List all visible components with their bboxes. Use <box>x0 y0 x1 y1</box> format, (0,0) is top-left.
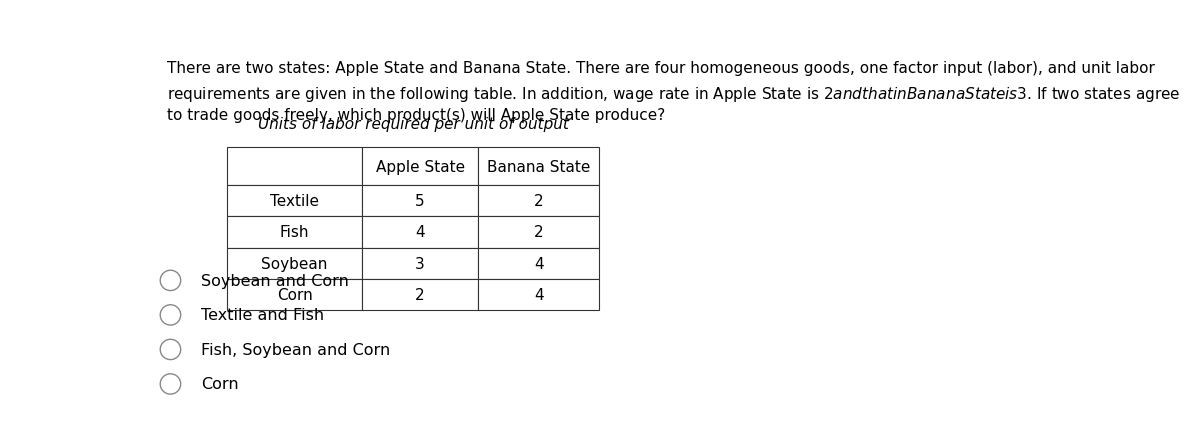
Bar <box>362 279 479 310</box>
Text: 2: 2 <box>415 287 425 302</box>
Bar <box>479 186 599 217</box>
Bar <box>362 217 479 248</box>
Bar <box>227 248 362 279</box>
Bar <box>227 186 362 217</box>
Bar <box>362 186 479 217</box>
Text: requirements are given in the following table. In addition, wage rate in Apple S: requirements are given in the following … <box>167 85 1180 104</box>
Text: Fish: Fish <box>280 225 310 240</box>
Text: There are two states: Apple State and Banana State. There are four homogeneous g: There are two states: Apple State and Ba… <box>167 61 1154 76</box>
Text: Corn: Corn <box>202 377 239 391</box>
Bar <box>227 148 362 186</box>
Text: to trade goods freely, which product(s) will Apple State produce?: to trade goods freely, which product(s) … <box>167 108 665 123</box>
Text: Apple State: Apple State <box>376 159 464 174</box>
Text: Banana State: Banana State <box>487 159 590 174</box>
Text: Fish, Soybean and Corn: Fish, Soybean and Corn <box>202 342 390 357</box>
Text: 4: 4 <box>534 256 544 271</box>
Bar <box>227 217 362 248</box>
Text: 2: 2 <box>534 225 544 240</box>
Bar <box>479 248 599 279</box>
Text: 5: 5 <box>415 194 425 209</box>
Text: Textile: Textile <box>270 194 319 209</box>
Bar <box>362 248 479 279</box>
Bar <box>479 148 599 186</box>
Text: 4: 4 <box>415 225 425 240</box>
Bar <box>479 217 599 248</box>
Bar <box>362 148 479 186</box>
Text: Units of labor required per unit of output: Units of labor required per unit of outp… <box>258 117 569 132</box>
Text: 4: 4 <box>534 287 544 302</box>
Ellipse shape <box>161 305 181 325</box>
Text: Corn: Corn <box>277 287 312 302</box>
Text: Textile and Fish: Textile and Fish <box>202 308 324 322</box>
Text: Soybean and Corn: Soybean and Corn <box>202 273 349 288</box>
Bar <box>479 279 599 310</box>
Text: Soybean: Soybean <box>262 256 328 271</box>
Text: 2: 2 <box>534 194 544 209</box>
Text: 3: 3 <box>415 256 425 271</box>
Ellipse shape <box>161 374 181 394</box>
Ellipse shape <box>161 271 181 291</box>
Ellipse shape <box>161 340 181 360</box>
Bar <box>227 279 362 310</box>
